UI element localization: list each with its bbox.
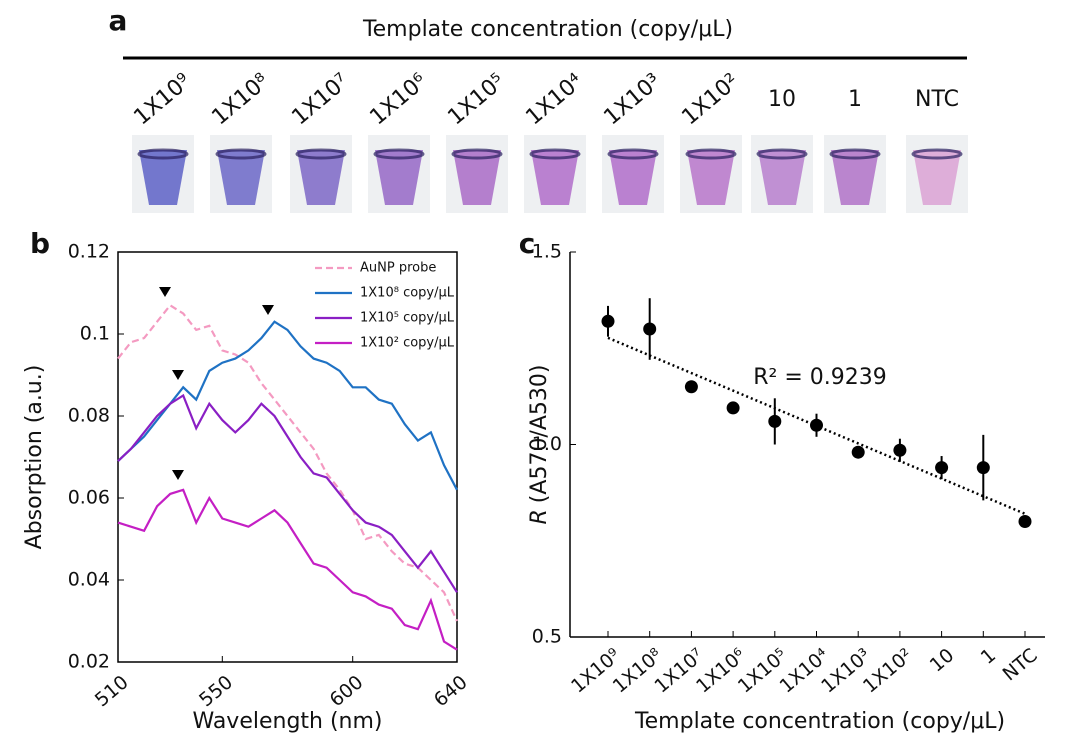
sample-label: NTC [915,87,959,112]
x-tick-label: 10 [926,644,959,676]
x-tick-label: 1 [977,644,1000,669]
x-tick-label: 600 [326,671,368,711]
spectrum-line [117,393,458,593]
y-axis-label: Absorption (a.u.) [22,365,47,550]
spectrum-line [117,320,458,491]
data-point [976,461,990,475]
plot-frame [117,251,458,663]
tube-meniscus [829,148,881,160]
tube-meniscus [137,148,189,160]
sample-label: 1X10⁴ [521,69,588,131]
panel-label: a [109,4,128,37]
tube [609,150,657,205]
spectrum-line [117,303,459,622]
tube-meniscus [451,148,503,160]
x-axis-label: Template concentration (copy/μL) [634,709,1005,734]
sample-label: 1X10³ [599,69,666,131]
data-point [768,414,782,428]
sample-label: 1X10⁸ [207,69,274,131]
y-tick-label: 1.0 [532,433,562,455]
legend-label: 1X10⁵ copy/μL [360,311,455,326]
y-tick-label: 0.12 [68,241,110,263]
tube [297,150,345,205]
tube-meniscus [756,148,808,160]
tube [139,150,187,205]
sample-label: 1 [848,87,862,112]
panel-title: Template concentration (copy/μL) [362,17,733,42]
tube-meniscus [295,148,347,160]
legend-label: AuNP probe [360,261,436,276]
y-tick-label: 0.06 [68,487,110,509]
tube [453,150,501,205]
y-tick-label: 0.04 [68,569,110,591]
tube [375,150,423,205]
y-tick-label: 1.5 [532,241,562,263]
sample-label: 10 [768,87,796,112]
panel-label: c [519,227,536,260]
y-tick-label: 0.5 [532,626,562,648]
y-axis-label: R (A570/A530) [527,365,552,525]
x-tick-label: 1X10² [859,644,917,697]
data-point [601,314,615,328]
data-point [810,418,823,432]
data-point [1018,515,1032,528]
tube [531,150,579,205]
data-point [935,461,949,475]
y-axis-text: (A570/A530) [527,365,552,504]
y-axis-symbol: R [527,509,552,524]
data-point [893,443,907,457]
x-axis-label: Wavelength (nm) [192,709,382,734]
sample-label: 1X10⁹ [129,69,196,131]
sample-label: 1X10⁷ [287,69,354,131]
y-tick-label: 0.1 [80,323,110,345]
tube [831,150,879,205]
sample-label: 1X10⁶ [365,69,432,131]
peak-marker [159,287,274,480]
x-tick-label: 510 [91,671,133,711]
sample-label: 1X10² [677,69,744,131]
spectrum-line [117,488,458,651]
x-tick-label: 550 [195,671,237,711]
tube-meniscus [215,148,267,160]
x-tick-label: NTC [999,644,1042,685]
tube-meniscus [373,148,425,160]
tube [687,150,735,205]
tube [217,150,265,205]
tube [758,150,806,205]
legend-label: 1X10⁸ copy/μL [360,286,455,301]
tube-row [132,135,968,213]
tube-meniscus [607,148,659,160]
tube-meniscus [529,148,581,160]
tube-meniscus [911,148,963,160]
data-point [726,401,740,415]
data-point [851,445,865,459]
data-point [684,380,698,394]
y-tick-label: 0.02 [68,651,110,673]
data-point [643,322,657,336]
y-tick-label: 0.08 [68,405,110,427]
legend-label: 1X10² copy/μL [360,336,455,351]
annotation: R² = 0.9239 [753,365,887,390]
tube-meniscus [685,148,737,160]
panel-label: b [30,227,50,260]
sample-label: 1X10⁵ [443,69,510,131]
x-tick-label: 640 [430,671,472,711]
tube [913,150,961,205]
